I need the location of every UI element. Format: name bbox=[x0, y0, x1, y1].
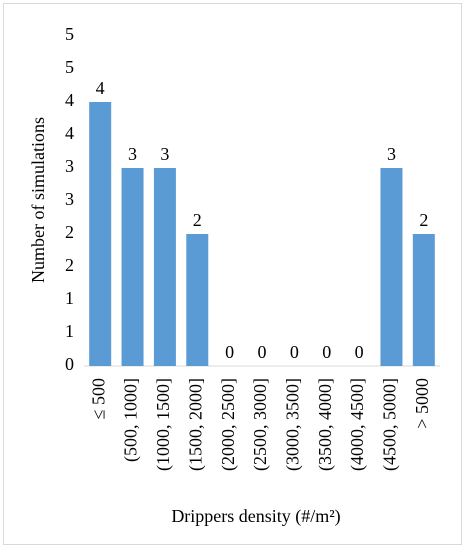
bar bbox=[121, 168, 144, 366]
y-tick-label: 3 bbox=[65, 156, 74, 176]
x-tick-label: (1500, 2000] bbox=[185, 378, 206, 471]
data-label: 3 bbox=[387, 144, 396, 164]
bar bbox=[380, 168, 403, 366]
data-label: 4 bbox=[96, 78, 105, 98]
bar bbox=[89, 102, 112, 366]
x-axis-title: Drippers density (#/m²) bbox=[171, 506, 340, 527]
data-label: 0 bbox=[322, 342, 331, 362]
data-label: 0 bbox=[290, 342, 299, 362]
data-label: 0 bbox=[258, 342, 267, 362]
data-label: 3 bbox=[160, 144, 169, 164]
y-tick-label: 4 bbox=[65, 123, 74, 143]
x-tick-label: > 5000 bbox=[412, 378, 432, 429]
y-tick-label: 1 bbox=[65, 288, 74, 308]
x-tick-label: (2500, 3000] bbox=[250, 378, 271, 471]
y-tick-label: 2 bbox=[65, 222, 74, 242]
x-tick-label: (4000, 4500] bbox=[347, 378, 368, 471]
x-tick-label: (3500, 4000] bbox=[315, 378, 336, 471]
y-tick-label: 3 bbox=[65, 189, 74, 209]
data-label: 0 bbox=[225, 342, 234, 362]
bar bbox=[186, 234, 209, 366]
bar bbox=[412, 234, 435, 366]
y-axis-title: Number of simulations bbox=[28, 117, 48, 283]
x-tick-label: ≤ 500 bbox=[88, 378, 108, 419]
data-label: 0 bbox=[355, 342, 364, 362]
x-tick-label: (3000, 3500] bbox=[282, 378, 303, 471]
y-tick-label: 0 bbox=[65, 354, 74, 374]
y-tick-label: 5 bbox=[65, 24, 74, 44]
bar bbox=[153, 168, 176, 366]
data-label: 3 bbox=[128, 144, 137, 164]
y-tick-label: 1 bbox=[65, 321, 74, 341]
data-label: 2 bbox=[193, 210, 202, 230]
x-tick-label: (4500, 5000] bbox=[380, 378, 401, 471]
data-label: 2 bbox=[419, 210, 428, 230]
x-tick-label: (2000, 2500] bbox=[218, 378, 239, 471]
x-tick-label: (1000, 1500] bbox=[153, 378, 174, 471]
y-tick-label: 2 bbox=[65, 255, 74, 275]
x-tick-label: (500, 1000] bbox=[121, 378, 142, 462]
y-tick-label: 4 bbox=[65, 90, 74, 110]
y-tick-label: 5 bbox=[65, 57, 74, 77]
